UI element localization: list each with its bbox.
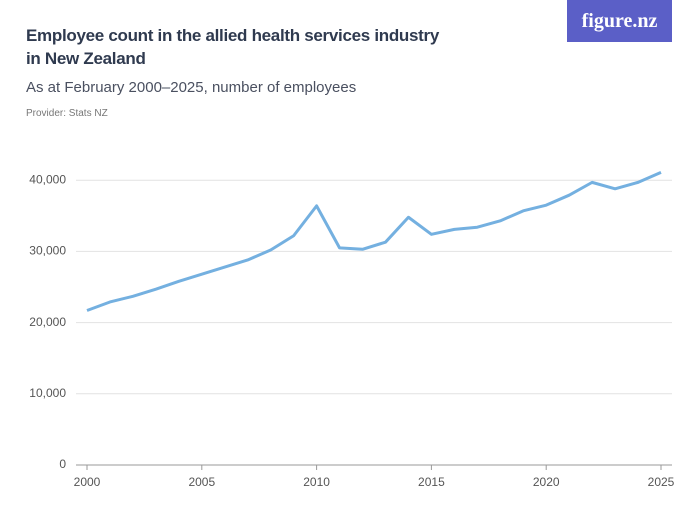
y-tick-label: 40,000: [29, 172, 66, 186]
x-tick-label: 2000: [74, 475, 101, 489]
y-tick-label: 20,000: [29, 315, 66, 329]
data-line: [86, 171, 662, 312]
x-tick-label: 2010: [303, 475, 330, 489]
y-tick-label: 30,000: [29, 244, 66, 258]
logo[interactable]: figure.nz: [567, 0, 672, 42]
chart-title: Employee count in the allied health serv…: [26, 24, 439, 70]
y-tick-label: 0: [59, 457, 66, 471]
x-tick-label: 2015: [418, 475, 445, 489]
title-line: Employee count in the allied health serv…: [26, 26, 440, 45]
y-tick-label: 10,000: [29, 386, 66, 400]
title-line: in New Zealand: [26, 49, 146, 68]
x-tick-label: 2005: [188, 475, 215, 489]
chart-subtitle: As at February 2000–2025, number of empl…: [26, 79, 357, 96]
x-tick-label: 2020: [533, 475, 560, 489]
x-tick-label: 2025: [648, 475, 675, 489]
provider: Provider: Stats NZ: [26, 108, 108, 119]
